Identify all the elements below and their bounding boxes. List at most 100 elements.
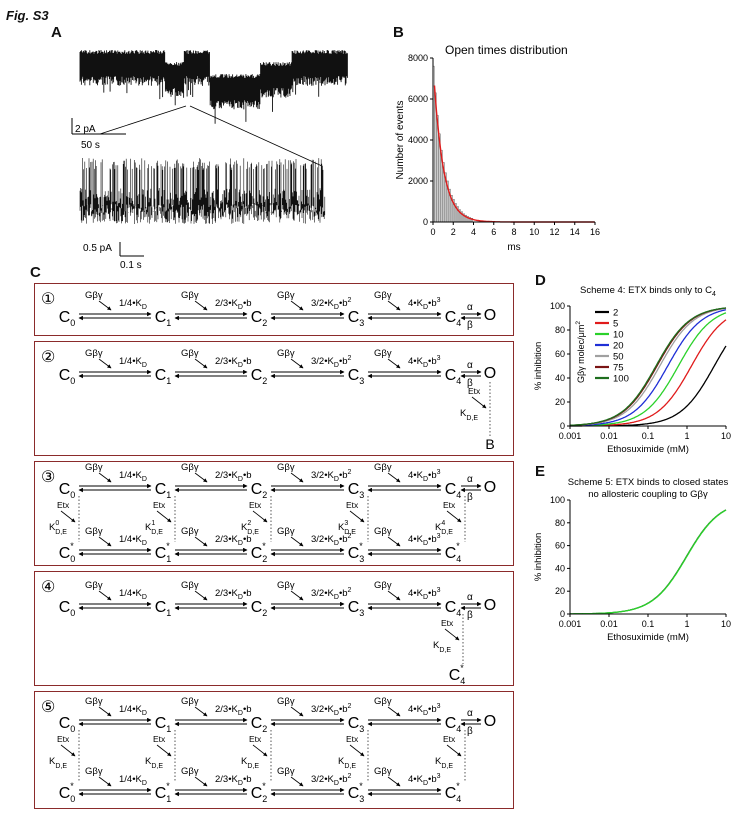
state-open: O [484,713,496,730]
beta: β [467,726,473,737]
g-beta-gamma: Gβγ [374,766,392,777]
rate-label: 3/2•KD•b2 [311,355,352,369]
etx-arrow [349,744,365,757]
g-beta-gamma: Gβγ [374,348,392,359]
etx-arrow [60,744,76,757]
g-beta-gamma: Gβγ [181,462,199,473]
g-beta-gamma: Gβγ [374,462,392,473]
chart-title-2: no allosteric coupling to Gβγ [588,489,708,500]
rate-label: 1/4•KD [119,470,147,483]
x-tick-label: 4 [471,227,476,237]
figure-label: Fig. S3 [6,8,49,23]
chart-title: Scheme 5: ETX binds to closed states [568,477,729,488]
rate-label: 4•KD•b3 [408,773,441,787]
g-beta-gamma: Gβγ [277,766,295,777]
y-tick-label: 100 [550,301,565,311]
trace-top [79,50,348,124]
state-b: B [485,436,494,452]
state-open: O [484,307,496,324]
etx-label: Etx [468,386,481,396]
g-beta-gamma: Gβγ [374,290,392,301]
g-beta-gamma: Gβγ [85,348,103,359]
legend-title: Gβγ molec/μm2 [575,321,586,383]
g-beta-gamma: Gβγ [181,766,199,777]
chart-title: Scheme 4: ETX binds only to C4 [580,285,716,298]
alpha: α [467,592,473,603]
x-tick-label: 0.01 [600,431,618,441]
x-tick-label: 0.001 [559,431,582,441]
rate-label: 2/3•KD•b [215,298,252,311]
scheme-4-box: ④ C0 C1 C2 C3 C4 Gβγ 1/4•KD Gβγ 2/3•KD•b Gβγ 3/2•KD… [34,571,514,686]
state-c3: C3 [348,309,365,328]
state-c2: C2 [251,309,268,328]
panel-label-e: E [535,463,546,480]
g-beta-gamma: Gβγ [277,526,295,537]
y-tick-label: 80 [555,518,565,528]
zoom-line-left [99,105,187,135]
chart-d-plot: Scheme 4: ETX binds only to C4 0 20 40 60 80 1… [533,285,731,455]
chart-b: Open times distribution 0 2000 4000 6000 8000… [395,43,600,253]
x-tick-label: 2 [451,227,456,237]
rate-label: 1/4•KD [119,356,147,369]
g-arrow [290,300,304,311]
rate-label: 3/2•KD•b2 [311,587,352,601]
state-c1-star: C1* [155,781,172,804]
etx-arrow [349,510,365,523]
etx-label: Etx [249,500,262,510]
rate-label: 1/4•KD [119,774,147,787]
state-c2-star: C2* [251,781,268,804]
state-c4: C4 [445,367,462,386]
legend-label-20: 20 [613,341,624,352]
series-line-all Gβγ [570,509,727,615]
g-arrow [194,706,208,717]
g-beta-gamma: Gβγ [85,462,103,473]
state-c0-star: C0* [59,541,76,564]
etx-label: Etx [441,618,454,628]
y-tick-label: 40 [555,563,565,573]
scheme-3-box: ③ C0 C1 C2 C3 C4 Gβγ 1/4•KD Gβγ 2/3•KD•b Gβγ 3/2•KD… [34,461,514,566]
k-de-label: K0 D,E [49,520,67,536]
rate-label: 4•KD•b3 [408,469,441,483]
state-open: O [484,479,496,496]
legend-label-5: 5 [613,319,618,330]
g-arrow [98,300,112,311]
g-beta-gamma: Gβγ [85,580,103,591]
state-c4-star: C4* [449,663,466,686]
y-tick-label: 2000 [408,176,428,186]
g-arrow [98,358,112,369]
g-beta-gamma: Gβγ [181,526,199,537]
y-tick-label: 4000 [408,135,428,145]
g-arrow [290,536,304,547]
g-arrow [387,358,401,369]
g-arrow [98,776,112,787]
state-c4-star: C4* [445,781,462,804]
series-line-overlay [570,509,727,615]
rate-label: 2/3•KD•b [215,534,252,547]
etx-arrow [252,510,268,523]
state-c1-star: C1* [155,541,172,564]
rate-label: 1/4•KD [119,588,147,601]
rate-label: 4•KD•b3 [408,587,441,601]
rate-label: 4•KD•b3 [408,533,441,547]
beta: β [467,492,473,503]
state-c1: C1 [155,715,172,734]
y-tick-label: 0 [560,421,565,431]
g-arrow [387,472,401,483]
rate-label: 2/3•KD•b [215,704,252,717]
state-c3: C3 [348,715,365,734]
g-beta-gamma: Gβγ [277,696,295,707]
g-arrow [387,536,401,547]
g-arrow [387,776,401,787]
alpha: α [467,708,473,719]
panel-label-b: B [393,24,404,41]
g-beta-gamma: Gβγ [277,580,295,591]
etx-label: Etx [443,500,456,510]
scale-top-time: 50 s [81,140,100,151]
g-beta-gamma: Gβγ [277,348,295,359]
series-line-100 [569,307,727,426]
state-c2: C2 [251,367,268,386]
g-arrow [98,706,112,717]
k-de-label: KD,E [145,756,163,770]
